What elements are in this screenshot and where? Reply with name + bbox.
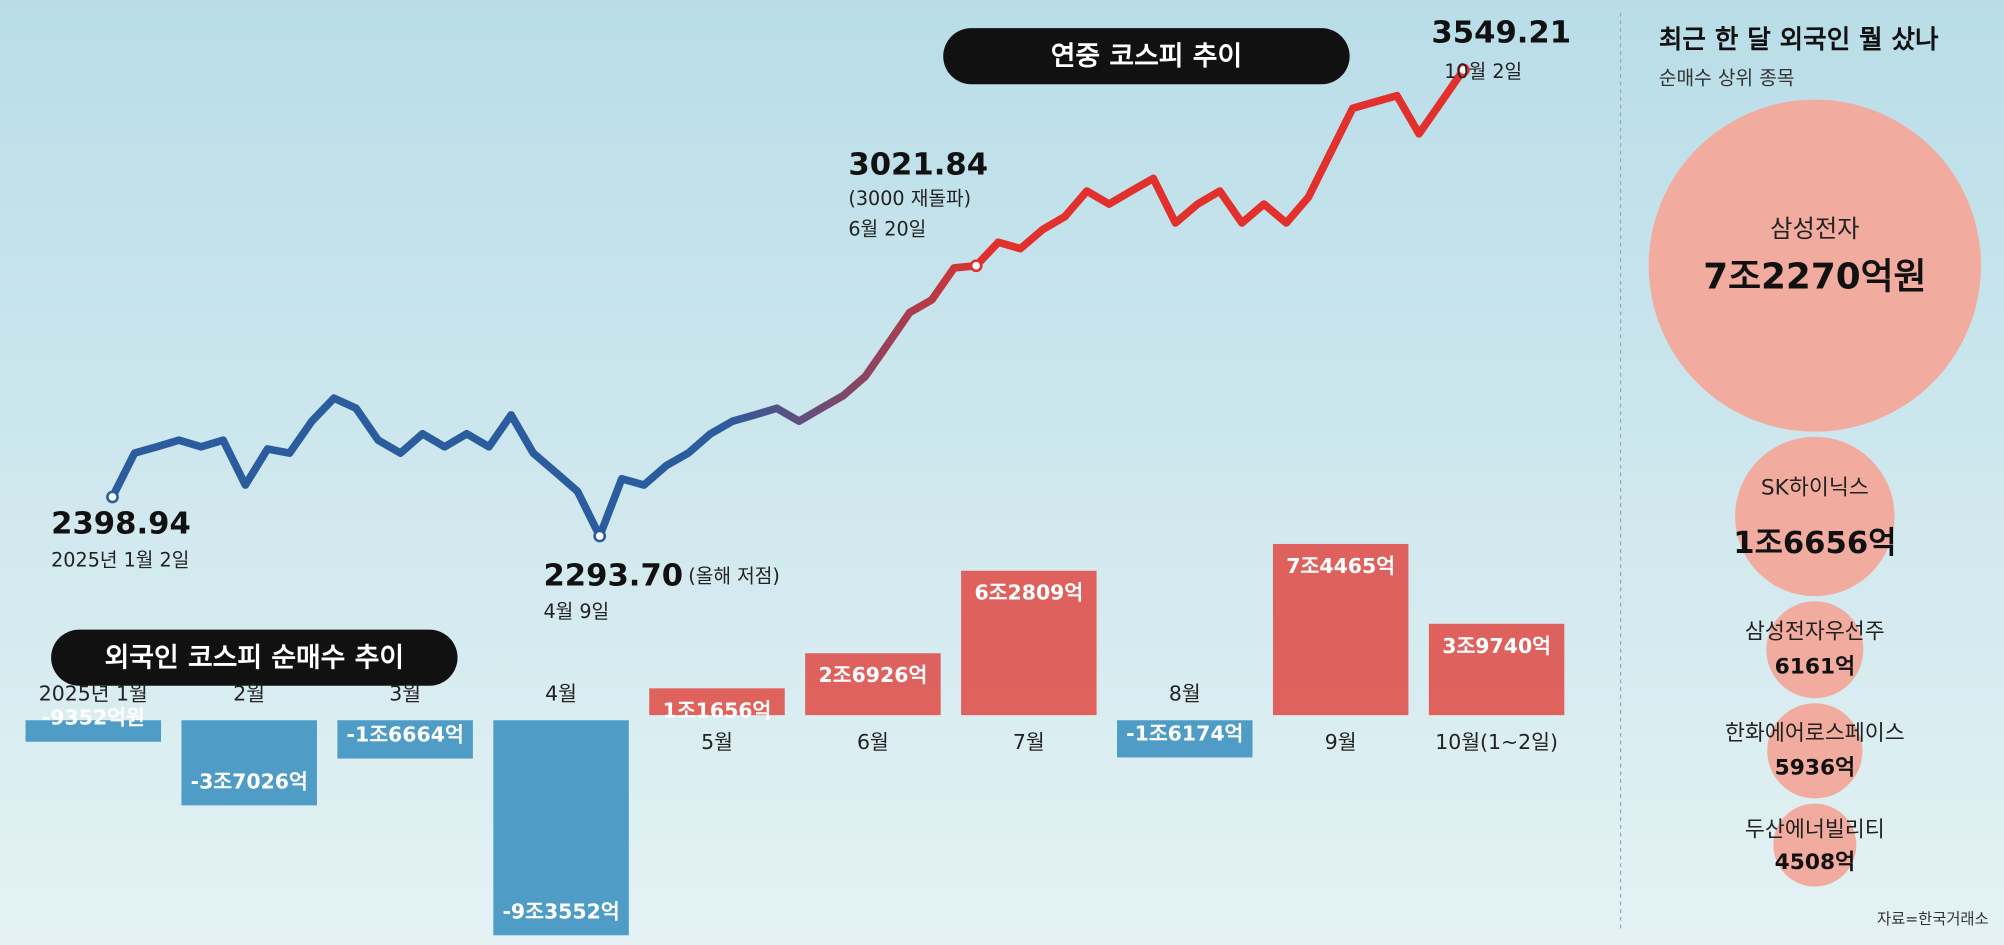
- bar: [805, 653, 941, 716]
- x-tick-label: 9월: [1325, 730, 1357, 754]
- bubble-value: 7조2270억원: [1703, 256, 1926, 297]
- x-tick-label: 3월: [389, 682, 421, 706]
- annotation-point: [969, 259, 983, 273]
- bar-title: 외국인 코스피 순매수 추이: [105, 642, 404, 673]
- annotation-value: 2398.94: [51, 507, 191, 542]
- kospi-line: [109, 67, 1467, 540]
- bar: [493, 720, 629, 936]
- annotation-date: 4월 9일: [543, 600, 609, 623]
- line-title: 연중 코스피 추이: [1051, 41, 1242, 72]
- x-tick-label: 5월: [701, 730, 733, 754]
- x-tick-label: 8월: [1169, 682, 1201, 706]
- source: 자료=한국거래소: [1877, 910, 1989, 928]
- bar-value-label: -9352억원: [42, 706, 145, 730]
- annotation-value: 3549.21: [1431, 16, 1571, 51]
- title-pill: [943, 28, 1350, 85]
- bubble-value: 6161억: [1775, 655, 1855, 680]
- bar: [961, 570, 1097, 716]
- bar-value-label: -1조6174억: [1126, 721, 1243, 745]
- title-pill: [51, 629, 458, 686]
- bar: [1117, 720, 1253, 758]
- annotation-point: [1456, 63, 1470, 77]
- bubble-value: 1조6656억: [1733, 526, 1896, 561]
- x-tick-label: 4월: [545, 682, 577, 706]
- bar: [25, 720, 162, 742]
- annotation-date: 10월 2일: [1444, 60, 1522, 83]
- annotation-note: (올해 저점): [688, 564, 780, 587]
- annotation-value: 2293.70: [543, 558, 683, 593]
- bubble: [1766, 601, 1864, 699]
- bubble-name: SK하이닉스: [1761, 476, 1869, 501]
- bubble-title: 최근 한 달 외국인 뭘 샀나: [1659, 25, 1939, 55]
- annotation-point: [106, 490, 119, 504]
- bar: [181, 720, 317, 806]
- bubble: [1767, 703, 1863, 799]
- bar-value-label: 2조6926억: [819, 663, 928, 687]
- bar-value-label: 7조4465억: [1286, 554, 1395, 578]
- bubble: [1735, 436, 1895, 597]
- annotation-date: 6월 20일: [848, 217, 926, 240]
- bar: [337, 720, 473, 759]
- x-tick-label: 6월: [857, 730, 889, 754]
- bar-value-label: 1조1656억: [663, 698, 772, 722]
- bubble-value: 4508억: [1775, 850, 1855, 875]
- bar: [1272, 543, 1409, 716]
- bubble-name: 삼성전자: [1770, 214, 1859, 243]
- bar-value-label: 3조9740억: [1442, 634, 1551, 658]
- bubble: [1648, 99, 1981, 432]
- bubble-value: 5936억: [1775, 756, 1855, 781]
- annotation-point: [593, 529, 607, 543]
- bubble: [1773, 803, 1857, 887]
- bar: [649, 688, 785, 716]
- bar-value-label: -3조7026억: [191, 769, 308, 793]
- bubble-name: 두산에너빌리티: [1745, 818, 1885, 843]
- bubble-subtitle: 순매수 상위 종목: [1659, 67, 1795, 90]
- x-tick-label: 2월: [233, 682, 265, 706]
- bubble-name: 삼성전자우선주: [1745, 620, 1885, 645]
- annotation-note: (3000 재돌파): [848, 187, 971, 210]
- bar-value-label: -9조3552억: [502, 899, 619, 923]
- bubble-name: 한화에어로스페이스: [1725, 721, 1905, 746]
- x-tick-label: 10월(1~2일): [1435, 730, 1558, 754]
- annotation-date: 2025년 1월 2일: [51, 548, 189, 571]
- bar-value-label: 6조2809억: [974, 581, 1083, 605]
- annotation-value: 3021.84: [848, 148, 988, 183]
- x-tick-label: 2025년 1월: [39, 682, 148, 706]
- bar-value-label: -1조6664억: [347, 723, 464, 747]
- bar: [1428, 623, 1565, 716]
- x-tick-label: 7월: [1013, 730, 1045, 754]
